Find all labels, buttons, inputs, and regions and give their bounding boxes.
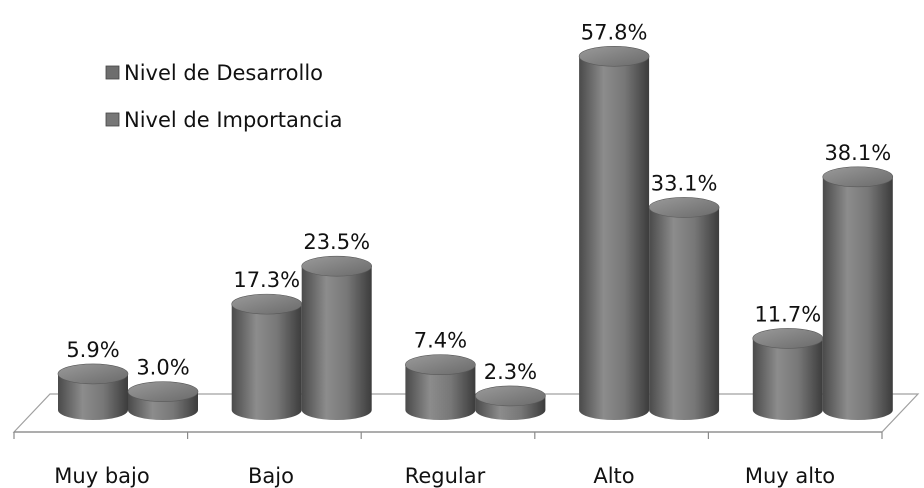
legend: Nivel de Desarrollo Nivel de Importancia [105,61,342,132]
bar-importancia [475,385,546,420]
legend-swatch [105,65,120,80]
bar-importancia [822,166,894,420]
bar-top [127,381,199,402]
data-label: 7.4% [414,329,467,353]
bar-desarrollo [578,45,650,420]
category-labels: Muy bajo Bajo Regular Alto Muy alto [54,464,835,488]
data-label: 57.8% [581,20,648,44]
data-label: 38.1% [824,141,891,165]
bar-top [405,354,476,376]
bar-desarrollo [752,328,824,420]
x-tick-label: Alto [593,464,634,488]
bar-desarrollo [57,363,129,420]
x-tick-label: Muy alto [745,464,835,488]
bar-top [648,197,720,218]
data-label: 33.1% [651,171,718,195]
x-tick-label: Regular [405,464,486,488]
data-label: 11.7% [754,302,821,326]
bar-body [579,56,650,420]
bar-top [578,45,650,67]
legend-label: Nivel de Desarrollo [124,61,323,85]
bar-body [822,176,893,420]
bar-desarrollo [231,293,303,420]
bar-importancia [648,197,720,420]
data-label: 17.3% [233,268,300,292]
data-label: 5.9% [66,338,119,362]
bar-body [752,338,823,420]
data-label: 3.0% [136,356,189,380]
bar-desarrollo [405,354,476,420]
bar-body [405,364,476,420]
data-labels-group: 5.9% 3.0% 17.3%23.5% 7.4% 2.3% 57.8% 33.1% 11.7… [66,20,891,384]
bar-top [822,166,894,188]
bar-importancia [127,381,199,420]
bar-top [57,363,129,385]
legend-item: Nivel de Importancia [105,108,342,132]
bar-top [752,328,824,349]
bar-importancia [301,255,373,420]
bar-top [475,385,546,407]
bar-top [231,293,303,315]
legend-label: Nivel de Importancia [124,108,342,132]
legend-swatch [105,112,120,127]
x-tick-label: Bajo [248,464,294,488]
bar-body [231,304,302,420]
bar-top [301,255,373,277]
bars-group [57,45,894,420]
legend-item: Nivel de Desarrollo [105,61,323,85]
bar-body [301,266,372,420]
data-label: 2.3% [484,360,537,384]
x-tick-label: Muy bajo [54,464,149,488]
bar-body [649,207,720,420]
bar-body [58,373,128,420]
data-label: 23.5% [303,230,370,254]
